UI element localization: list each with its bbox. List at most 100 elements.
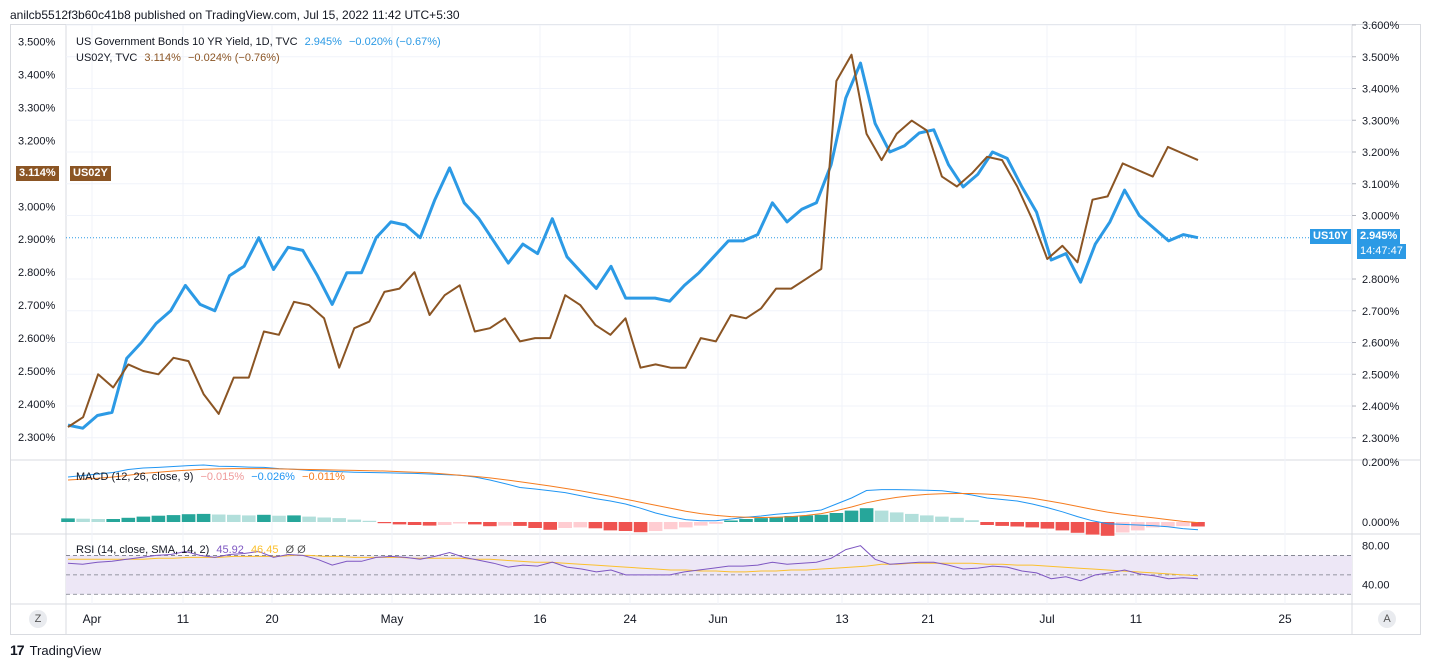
macd-histogram-bar xyxy=(1176,522,1190,527)
macd-histogram-bar xyxy=(814,514,829,522)
legend-us02y: US02Y, TVC 3.114% −0.024% (−0.76%) xyxy=(76,52,280,64)
macd-histogram-bar xyxy=(724,520,738,522)
macd-histogram-bar xyxy=(1025,522,1040,528)
macd-histogram-bar xyxy=(769,517,783,522)
left-y-tick-label: 2.300% xyxy=(18,432,56,444)
legend-rsi-label: RSI (14, close, SMA, 14, 2) xyxy=(76,544,210,556)
macd-histogram-bar xyxy=(1146,522,1160,528)
macd-histogram-bar xyxy=(889,512,904,522)
right-y-tick-label: 2.500% xyxy=(1362,369,1400,381)
macd-histogram-bar xyxy=(739,519,753,522)
legend-us10y-change: −0.020% (−0.67%) xyxy=(348,36,441,48)
macd-histogram-bar xyxy=(754,518,768,522)
rsi-y-tick-label: 80.00 xyxy=(1362,541,1390,553)
macd-histogram-bar xyxy=(1131,522,1145,531)
macd-histogram-bar xyxy=(829,513,844,522)
macd-histogram-bar xyxy=(935,516,949,522)
macd-histogram-bar xyxy=(437,522,452,525)
macd-histogram-bar xyxy=(61,518,75,522)
us10y-series-line xyxy=(67,61,1199,430)
legend-us02y-value: 3.114% xyxy=(144,52,181,64)
macd-histogram-bar xyxy=(513,522,527,526)
macd-histogram-bar xyxy=(1115,522,1130,533)
legend-us10y-symbol: US Government Bonds 10 YR Yield, 1D, TVC xyxy=(76,36,298,48)
macd-histogram-bar xyxy=(76,518,90,522)
x-tick-label: 11 xyxy=(177,612,190,626)
us02y-left-value-tag: 3.114% xyxy=(16,166,59,181)
left-y-tick-label: 3.400% xyxy=(18,69,56,81)
macd-histogram-bar xyxy=(980,522,994,525)
macd-histogram-bar xyxy=(1100,522,1115,536)
us10y-right-value-tag: 2.945% xyxy=(1357,229,1401,244)
macd-histogram-bar xyxy=(874,510,889,522)
macd-histogram-bar xyxy=(302,516,316,522)
right-y-tick-label: 2.600% xyxy=(1362,338,1400,350)
macd-histogram-bar xyxy=(588,522,603,529)
macd-histogram-bar xyxy=(332,518,346,522)
x-tick-label: 21 xyxy=(921,612,935,626)
macd-histogram-bar xyxy=(784,516,798,522)
x-tick-label: 13 xyxy=(835,612,849,626)
macd-histogram-bar xyxy=(995,522,1009,526)
macd-histogram-bar xyxy=(1040,522,1055,529)
right-y-tick-label: 3.500% xyxy=(1362,52,1400,64)
left-y-tick-label: 3.000% xyxy=(18,201,56,213)
x-tick-label: 20 xyxy=(265,612,279,626)
macd-histogram-bar xyxy=(965,520,979,522)
macd-histogram-bar xyxy=(362,520,377,522)
macd-signal-line xyxy=(67,468,1199,524)
macd-histogram-bar xyxy=(377,522,392,524)
right-y-tick-label: 3.000% xyxy=(1362,211,1400,223)
legend-us02y-change: −0.024% (−0.76%) xyxy=(187,52,280,64)
legend-rsi-extra: Ø Ø xyxy=(285,544,306,556)
left-y-tick-label: 3.300% xyxy=(18,102,56,114)
us02y-left-name-tag: US02Y xyxy=(70,166,111,181)
left-y-tick-label: 2.400% xyxy=(18,399,56,411)
macd-histogram-bar xyxy=(196,513,211,522)
us10y-right-name-tag: US10Y xyxy=(1310,229,1351,244)
macd-histogram-bar xyxy=(1161,522,1175,527)
macd-histogram-bar xyxy=(242,515,256,522)
timezone-button[interactable]: Z xyxy=(29,610,47,628)
macd-histogram-bar xyxy=(799,515,814,522)
legend-us10y: US Government Bonds 10 YR Yield, 1D, TVC… xyxy=(76,36,441,48)
left-y-tick-label: 2.800% xyxy=(18,267,56,279)
footer: 17 TradingView xyxy=(10,642,101,658)
x-tick-label: Jul xyxy=(1039,612,1054,626)
macd-histogram-bar xyxy=(227,514,241,522)
auto-scale-button[interactable]: A xyxy=(1378,610,1396,628)
macd-line xyxy=(67,464,1199,531)
macd-histogram-bar xyxy=(1010,522,1024,527)
macd-histogram-bar xyxy=(1085,522,1100,535)
left-y-tick-label: 2.900% xyxy=(18,234,56,246)
macd-histogram-bar xyxy=(648,522,663,531)
macd-histogram-bar xyxy=(106,519,120,522)
tradingview-logo-icon: 17 xyxy=(10,642,25,658)
x-tick-label: 16 xyxy=(533,612,547,626)
macd-histogram-bar xyxy=(694,522,708,526)
macd-histogram-bar xyxy=(166,515,181,522)
macd-histogram-bar xyxy=(181,514,196,522)
x-tick-label: May xyxy=(381,612,404,626)
right-y-tick-label: 3.300% xyxy=(1362,115,1400,127)
macd-y-tick-label: 0.000% xyxy=(1362,517,1400,529)
rsi-y-tick-label: 40.00 xyxy=(1362,580,1390,592)
macd-histogram-bar xyxy=(257,514,271,522)
macd-histogram-bar xyxy=(272,515,286,522)
macd-histogram-bar xyxy=(211,514,226,522)
left-y-tick-label: 3.200% xyxy=(18,135,56,147)
macd-histogram-bar xyxy=(136,516,151,522)
right-y-tick-label: 3.200% xyxy=(1362,147,1400,159)
macd-histogram-bar xyxy=(844,510,859,522)
published-caption: anilcb5512f3b60c41b8 published on Tradin… xyxy=(10,8,460,22)
macd-histogram-bar xyxy=(573,522,588,528)
macd-histogram-bar xyxy=(468,522,482,525)
macd-histogram-bar xyxy=(287,515,301,522)
macd-y-tick-label: 0.200% xyxy=(1362,457,1400,469)
x-tick-label: Apr xyxy=(83,612,102,626)
right-y-tick-label: 2.400% xyxy=(1362,401,1400,413)
macd-histogram-bar xyxy=(633,522,648,533)
legend-us02y-symbol: US02Y, TVC xyxy=(76,52,138,64)
macd-histogram-bar xyxy=(317,517,331,522)
